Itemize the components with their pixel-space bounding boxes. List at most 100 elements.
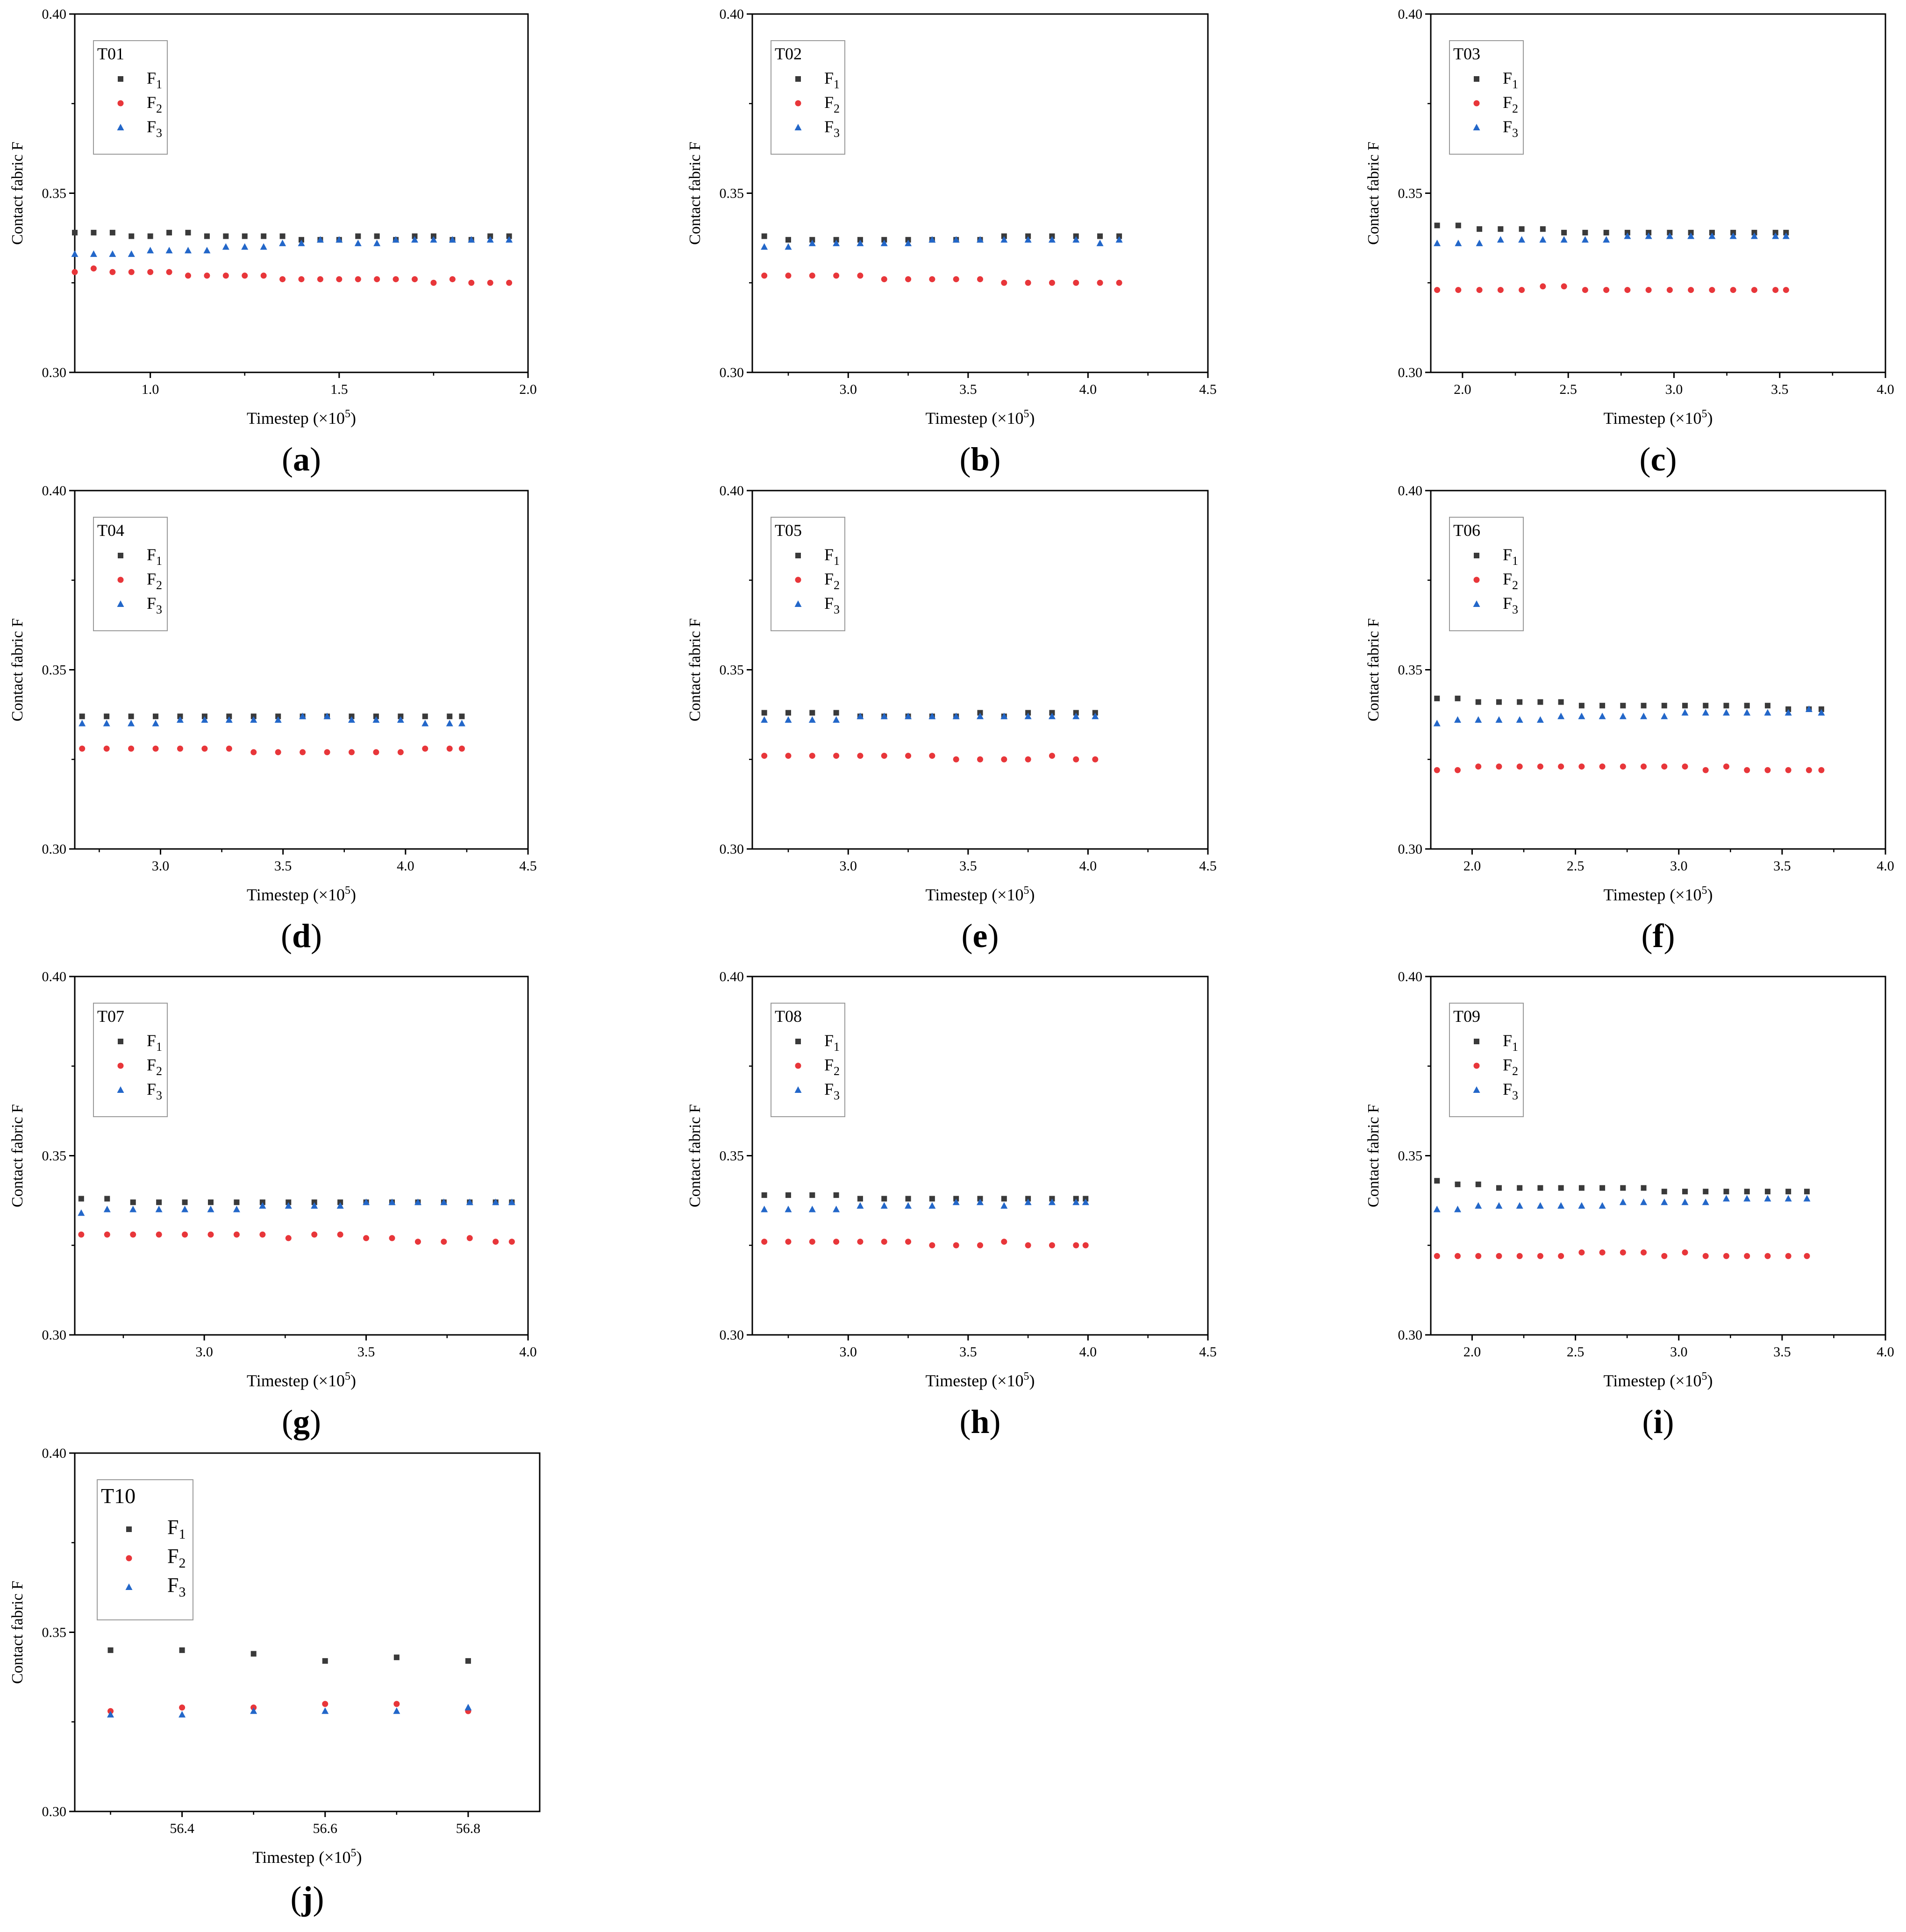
data-point: [1097, 233, 1103, 239]
x-tick-label: 3.0: [840, 382, 857, 397]
data-point: [1744, 767, 1750, 773]
data-point: [1582, 287, 1588, 293]
data-point: [250, 749, 257, 756]
data-point: [1764, 703, 1770, 709]
x-tick-label: 4.5: [1199, 1344, 1217, 1360]
data-point: [1540, 226, 1546, 232]
x-tick-label: 4.0: [1877, 382, 1894, 397]
series-F3: [71, 236, 513, 257]
data-point: [279, 276, 286, 283]
data-point: [1702, 767, 1709, 773]
data-point: [128, 269, 135, 275]
data-point: [430, 279, 437, 286]
data-point: [234, 1199, 240, 1205]
data-point: [1682, 1189, 1688, 1195]
data-point: [250, 1707, 257, 1714]
data-point: [128, 250, 135, 257]
data-point: [1495, 716, 1503, 723]
data-point: [322, 1658, 328, 1664]
data-point: [374, 233, 380, 239]
data-point: [1764, 1253, 1771, 1259]
data-point: [1624, 232, 1631, 239]
data-point: [1782, 232, 1790, 239]
data-point: [182, 1199, 188, 1205]
data-point: [1703, 1189, 1709, 1195]
data-point: [204, 233, 210, 239]
data-point: [1475, 1181, 1481, 1187]
panel-label: (j): [291, 1880, 324, 1917]
data-point: [179, 1647, 185, 1653]
data-point: [1640, 1198, 1648, 1205]
data-point: [128, 720, 135, 727]
data-point: [1455, 695, 1461, 701]
legend-title: T10: [101, 1484, 136, 1508]
legend-box: [97, 1479, 193, 1620]
data-point: [1709, 287, 1715, 293]
data-point: [1558, 763, 1564, 770]
chart-panel-e: 0.30 0.35 0.40 3.0 3.5 4.0 4.5 Contact fabric F…: [686, 483, 1217, 955]
data-point: [207, 1205, 214, 1212]
data-point: [177, 745, 183, 752]
data-point: [1603, 236, 1610, 243]
data-point: [241, 243, 249, 250]
data-point: [1454, 716, 1461, 723]
data-point: [336, 276, 343, 283]
data-point: [316, 236, 324, 243]
legend-marker-f2: [117, 1062, 124, 1069]
data-point: [761, 716, 768, 723]
data-point: [1818, 767, 1825, 773]
legend-marker-f2: [126, 1555, 132, 1561]
series-F2: [1434, 283, 1789, 293]
data-point: [1455, 222, 1461, 228]
data-point: [300, 749, 306, 756]
data-point: [355, 276, 361, 283]
data-point: [324, 749, 330, 756]
data-point: [204, 272, 210, 279]
data-point: [1661, 713, 1668, 720]
data-point: [355, 233, 361, 239]
data-point: [833, 272, 840, 279]
x-tick-label: 56.6: [313, 1821, 338, 1836]
data-point: [833, 1192, 839, 1198]
data-point: [91, 229, 97, 235]
panel-label: (f): [1642, 917, 1675, 955]
series-F3: [1433, 705, 1825, 727]
data-point: [1723, 703, 1729, 709]
data-point: [147, 233, 153, 239]
legend-title: T03: [1453, 44, 1480, 63]
data-point: [905, 276, 912, 283]
data-point: [833, 710, 839, 716]
legend-marker-f1: [1474, 1039, 1479, 1044]
data-point: [1681, 709, 1689, 716]
data-point: [1000, 236, 1008, 243]
data-point: [1516, 716, 1523, 723]
data-point: [785, 710, 791, 716]
data-point: [201, 716, 208, 723]
data-point: [285, 1202, 292, 1209]
data-point: [1641, 1249, 1647, 1256]
data-point: [1619, 1198, 1627, 1205]
legend-marker-f2: [795, 577, 801, 583]
data-point: [977, 1242, 983, 1248]
data-point: [185, 229, 191, 235]
data-point: [492, 1198, 500, 1205]
data-point: [259, 1202, 266, 1209]
data-point: [176, 716, 184, 723]
data-point: [1498, 226, 1504, 232]
data-point: [1455, 287, 1462, 293]
data-point: [1620, 703, 1626, 709]
data-point: [929, 1196, 935, 1202]
data-point: [1560, 236, 1568, 243]
x-tick-label: 2.5: [1559, 382, 1577, 397]
data-point: [905, 1202, 912, 1209]
series-F1: [72, 229, 512, 243]
data-point: [1082, 1242, 1089, 1248]
legend-label-f2: F2: [1503, 570, 1518, 592]
data-point: [1723, 1189, 1729, 1195]
data-point: [275, 749, 281, 756]
x-tick-label: 3.5: [959, 858, 977, 874]
data-point: [388, 1198, 396, 1205]
data-point: [1729, 232, 1737, 239]
data-point: [1092, 713, 1099, 720]
data-point: [130, 1231, 136, 1238]
